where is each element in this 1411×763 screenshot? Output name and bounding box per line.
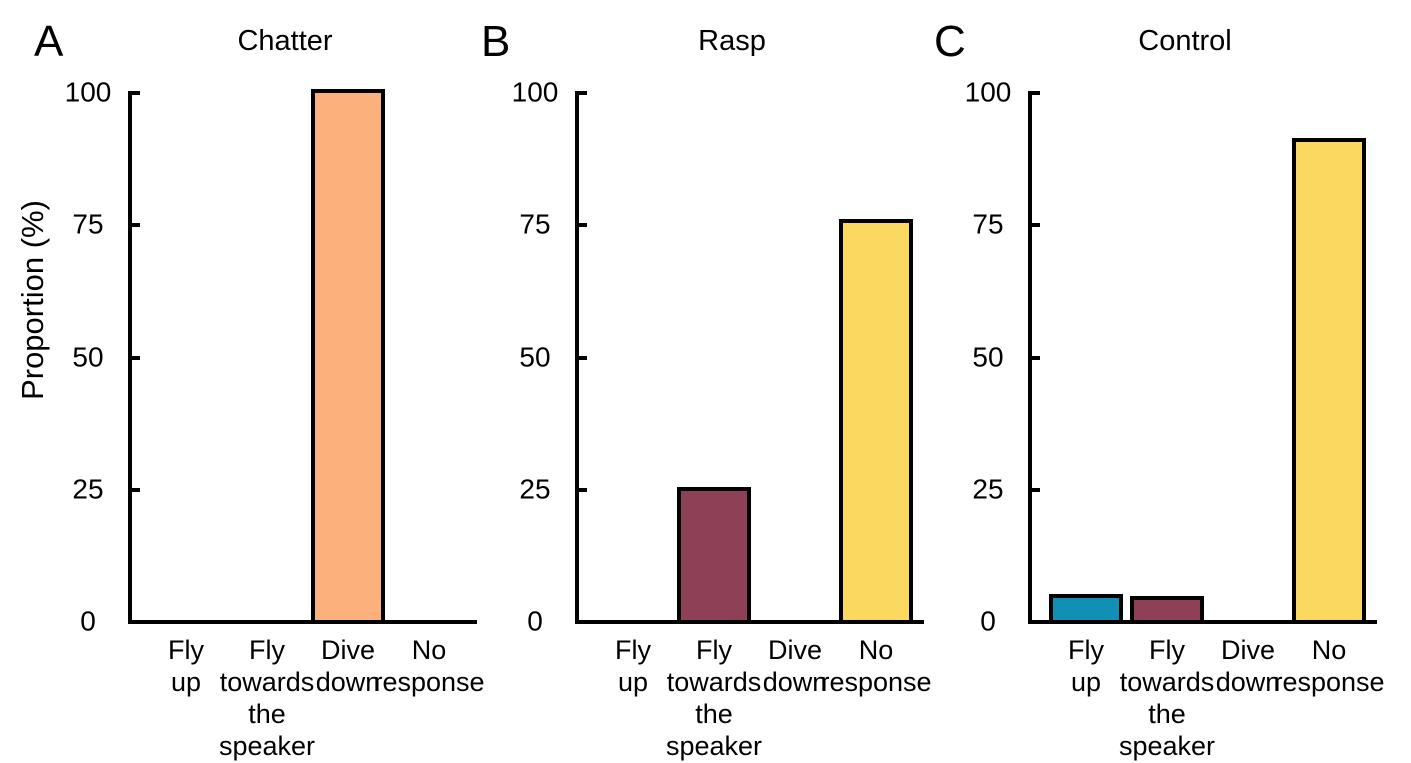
bar-fly-towards-the-speaker [1130, 595, 1204, 622]
x-category-label-fly-up: Fly up [615, 635, 651, 697]
x-category-label-fly-towards-the-speaker: Fly towards the speaker [665, 635, 763, 761]
y-tick-mark [575, 487, 587, 492]
x-category-label-fly-towards-the-speaker: Fly towards the speaker [1118, 635, 1216, 761]
x-category-label-fly-up: Fly up [168, 635, 204, 697]
panel-letter-b: B [481, 17, 511, 66]
y-tick-mark [128, 91, 140, 95]
y-tick-label: 100 [511, 76, 559, 108]
y-tick-label: 75 [972, 208, 1004, 240]
y-tick-label: 100 [64, 76, 112, 108]
y-tick-mark [575, 355, 587, 360]
y-tick-label: 25 [72, 473, 104, 505]
y-tick-label: 25 [972, 473, 1004, 505]
bar-dive-down [311, 89, 385, 622]
y-tick-label: 0 [80, 605, 96, 637]
y-tick-mark [1028, 223, 1040, 228]
y-tick-label: 50 [519, 340, 551, 372]
bar-no-response [839, 218, 913, 622]
y-tick-mark [128, 487, 140, 492]
x-axis-line [128, 620, 477, 624]
panel-letter-a: A [34, 17, 64, 66]
y-tick-label: 0 [527, 605, 543, 637]
y-tick-label: 0 [980, 605, 996, 637]
x-category-label-fly-towards-the-speaker: Fly towards the speaker [218, 635, 316, 761]
y-tick-mark [575, 223, 587, 228]
bar-fly-towards-the-speaker [677, 487, 751, 622]
y-tick-mark [1028, 487, 1040, 492]
panel-title-chatter: Chatter [237, 25, 333, 57]
plot-area: 100 75 50 25 0 Fly up Fly towards the speaker Dive d… [65, 78, 485, 761]
y-tick-label: 50 [972, 340, 1004, 372]
x-category-label-dive-down: Dive down [762, 635, 828, 697]
y-tick-mark [575, 91, 587, 95]
x-axis-line [1028, 620, 1377, 624]
panel-rasp: B Rasp 100 75 50 25 0 Fly up Fly towards the speak… [457, 0, 932, 763]
x-category-label-fly-up: Fly up [1068, 635, 1104, 697]
y-tick-label: 75 [72, 208, 104, 240]
bar-no-response [1292, 137, 1366, 622]
y-tick-mark [128, 355, 140, 360]
x-category-label-no-response: No response [820, 635, 932, 697]
panel-letter-c: C [934, 17, 966, 66]
bar-fly-up [1049, 593, 1123, 622]
y-tick-mark [1028, 355, 1040, 360]
panel-title-rasp: Rasp [698, 25, 766, 57]
plot-area: 100 75 50 25 0 Fly up Fly towards the speaker Dive d… [965, 78, 1385, 761]
panel-title-control: Control [1138, 25, 1232, 57]
y-tick-label: 100 [964, 76, 1012, 108]
panel-chatter: A Chatter Proportion (%) 100 75 50 25 0 Fly up… [10, 0, 485, 763]
y-tick-label: 25 [519, 473, 551, 505]
panel-control: C Control 100 75 50 25 0 Fly up Fly towards the sp… [910, 0, 1385, 763]
x-category-label-dive-down: Dive down [1215, 635, 1281, 697]
x-category-label-no-response: No response [373, 635, 485, 697]
y-tick-mark [128, 223, 140, 228]
y-tick-label: 50 [72, 340, 104, 372]
y-axis-label-text: Proportion (%) [15, 200, 51, 400]
x-category-label-dive-down: Dive down [315, 635, 381, 697]
plot-area: 100 75 50 25 0 Fly up Fly towards the speaker Dive d… [512, 78, 932, 761]
y-tick-mark [1028, 91, 1040, 95]
y-tick-label: 75 [519, 208, 551, 240]
x-axis-line [575, 620, 924, 624]
x-category-label-no-response: No response [1273, 635, 1385, 697]
